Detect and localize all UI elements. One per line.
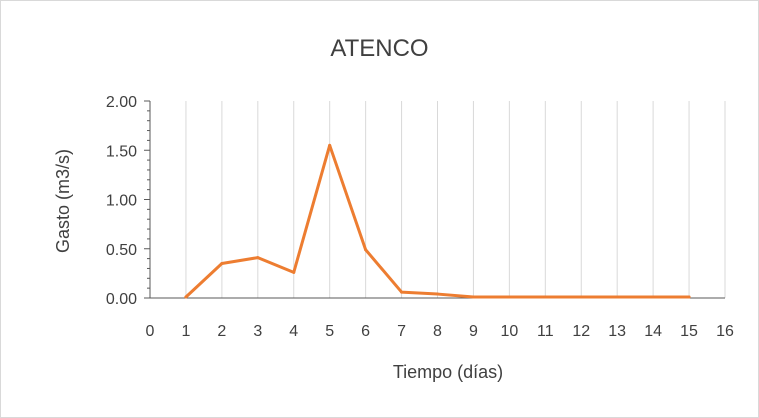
x-tick-label-2: 2 xyxy=(217,323,226,340)
x-tick-label-10: 10 xyxy=(500,323,518,340)
data-point-0-3 xyxy=(292,270,296,274)
x-tick-label-9: 9 xyxy=(469,323,478,340)
x-axis: 0 1 2 3 4 5 6 7 8 9 10 11 12 13 14 15 16 xyxy=(146,297,734,340)
x-tick-label-12: 12 xyxy=(572,323,590,340)
data-point-0-4 xyxy=(328,143,332,147)
x-tick-label-4: 4 xyxy=(289,323,298,340)
x-tick-label-14: 14 xyxy=(644,323,662,340)
data-point-0-14 xyxy=(687,295,691,299)
x-tick-label-5: 5 xyxy=(325,323,334,340)
y-tick-label-0: 0.00 xyxy=(106,291,137,308)
x-axis-label: Tiempo (días) xyxy=(393,362,503,382)
data-point-0-13 xyxy=(651,295,655,299)
x-tick-label-16: 16 xyxy=(716,323,734,340)
y-axis: 0.00 0.50 1.00 1.50 2.00 xyxy=(106,94,151,308)
x-tick-label-6: 6 xyxy=(361,323,370,340)
x-tick-label-13: 13 xyxy=(608,323,626,340)
data-point-0-11 xyxy=(579,295,583,299)
data-point-0-8 xyxy=(471,295,475,299)
data-point-0-7 xyxy=(436,292,439,296)
x-tick-label-0: 0 xyxy=(146,323,155,340)
x-tick-label-8: 8 xyxy=(433,323,442,340)
data-point-0-0 xyxy=(184,295,188,299)
y-tick-label-2: 1.00 xyxy=(106,193,137,210)
data-point-0-5 xyxy=(364,248,368,252)
y-tick-label-3: 1.50 xyxy=(106,143,137,160)
data-point-0-2 xyxy=(256,256,260,260)
chart-title: ATENCO xyxy=(330,35,428,62)
y-axis-label: Gasto (m3/s) xyxy=(53,149,73,253)
x-tick-label-11: 11 xyxy=(537,323,554,340)
data-point-0-12 xyxy=(615,295,619,299)
data-point-0-10 xyxy=(543,295,547,299)
data-point-0-6 xyxy=(400,290,404,294)
x-tick-label-7: 7 xyxy=(397,323,406,340)
x-tick-label-15: 15 xyxy=(680,323,698,340)
gridlines xyxy=(185,101,726,298)
y-tick-label-4: 2.00 xyxy=(106,94,137,111)
x-tick-label-1: 1 xyxy=(181,323,190,340)
x-tick-label-3: 3 xyxy=(253,323,262,340)
data-point-0-9 xyxy=(507,295,511,299)
data-point-0-1 xyxy=(220,262,224,266)
y-tick-label-1: 0.50 xyxy=(106,242,137,259)
series-layer xyxy=(184,143,691,299)
